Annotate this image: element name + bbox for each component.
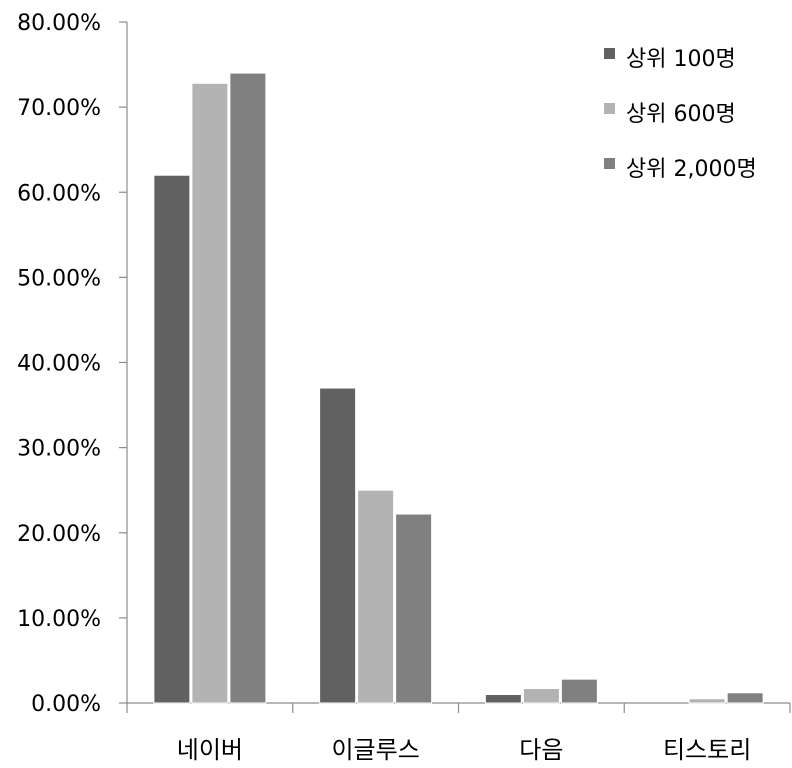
legend-label: 상위 100명 xyxy=(626,47,736,72)
y-tick-label: 30.00% xyxy=(17,437,101,462)
y-tick-label: 50.00% xyxy=(17,266,101,291)
x-category-label: 다음 xyxy=(519,736,563,764)
bar-2-2 xyxy=(357,489,395,704)
bar-1-3 xyxy=(484,693,522,704)
y-tick-label: 10.00% xyxy=(17,607,101,632)
legend-label: 상위 2,000명 xyxy=(626,157,757,182)
y-axis: 0.00% 10.00% 20.00% 30.00% 40.00% 50.00% 60.00… xyxy=(17,11,128,717)
bar-2-4 xyxy=(688,698,726,704)
x-category-label: 이글루스 xyxy=(331,736,419,764)
y-tick-label: 40.00% xyxy=(17,352,101,377)
bar-1-2 xyxy=(319,387,357,704)
legend-swatch xyxy=(604,103,615,114)
y-tick-label: 80.00% xyxy=(17,11,101,36)
y-tick-label: 0.00% xyxy=(31,692,101,717)
y-tick-label: 70.00% xyxy=(17,96,101,121)
y-tick-label: 20.00% xyxy=(17,522,101,547)
bar-3-1 xyxy=(229,72,267,704)
bar-1-1 xyxy=(153,174,191,704)
bars xyxy=(153,72,764,704)
x-axis: 네이버 이글루스 다음 티스토리 xyxy=(126,702,791,764)
bar-3-4 xyxy=(726,692,764,704)
legend-label: 상위 600명 xyxy=(626,102,736,127)
x-category-label: 티스토리 xyxy=(663,736,751,764)
bar-3-2 xyxy=(395,513,433,704)
legend-swatch xyxy=(604,48,615,59)
y-tick-label: 60.00% xyxy=(17,181,101,206)
x-category-label: 네이버 xyxy=(177,736,243,764)
bar-3-3 xyxy=(560,678,598,704)
legend-swatch xyxy=(604,158,615,169)
bar-2-1 xyxy=(191,82,229,704)
bar-2-3 xyxy=(522,688,560,704)
